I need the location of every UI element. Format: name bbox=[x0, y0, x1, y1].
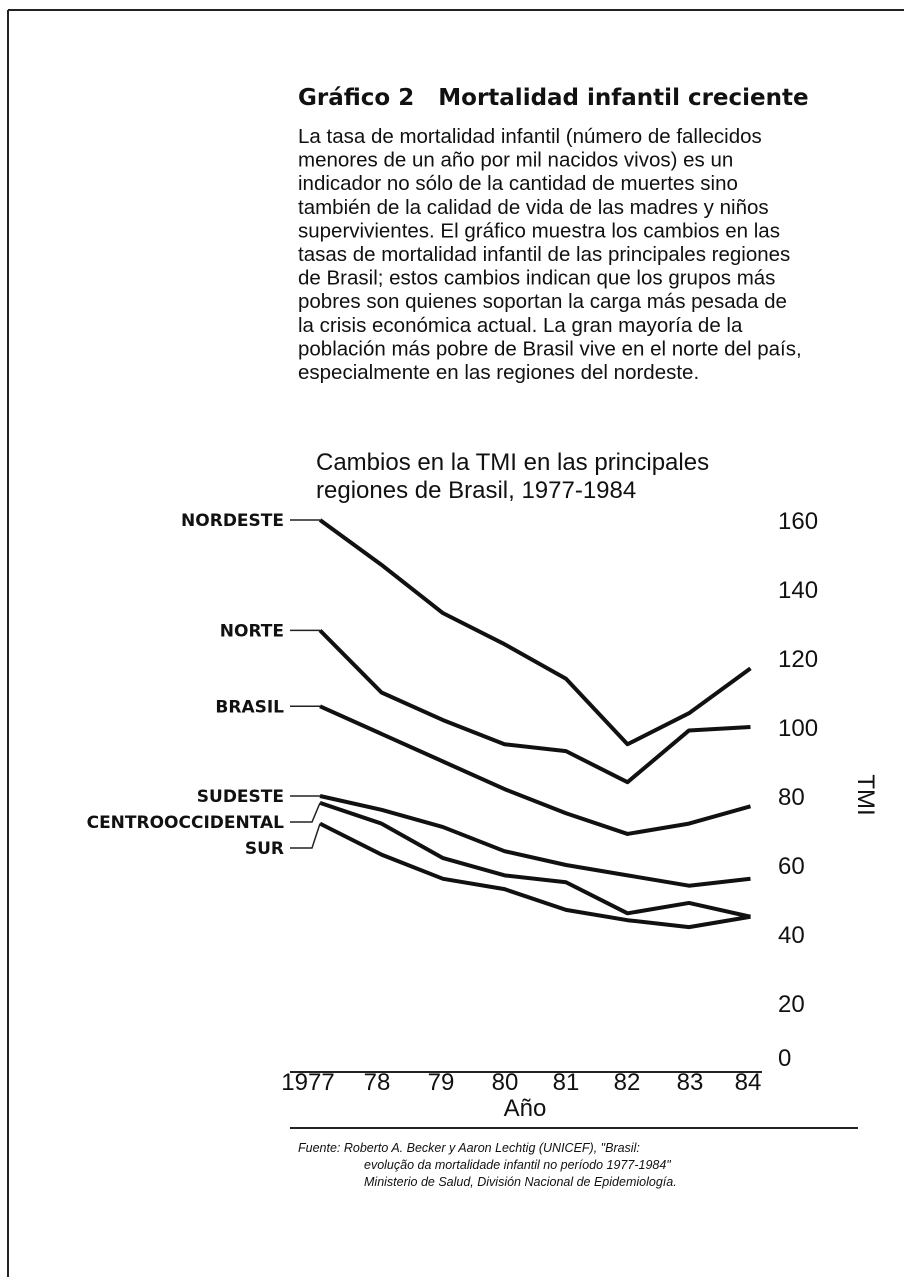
y-tick-label: 160 bbox=[778, 508, 818, 535]
y-tick-label: 20 bbox=[778, 991, 805, 1018]
x-tick-label: 84 bbox=[735, 1069, 762, 1096]
paragraph-line: supervivientes. El gráfico muestra los c… bbox=[298, 219, 780, 242]
series-line bbox=[319, 801, 751, 919]
source-line: evolução da mortalidade infantil no perí… bbox=[364, 1158, 671, 1172]
x-tick-label: 79 bbox=[428, 1069, 455, 1096]
paragraph-line: la crisis económica actual. La gran mayo… bbox=[298, 314, 743, 337]
x-tick-label: 82 bbox=[614, 1069, 641, 1096]
source-line: Fuente: Roberto A. Becker y Aaron Lechti… bbox=[298, 1141, 640, 1155]
series-line bbox=[319, 704, 752, 836]
y-tick-label: 140 bbox=[778, 577, 818, 604]
series-label: NORTE bbox=[220, 621, 284, 641]
series-label: SUR bbox=[245, 839, 284, 859]
paragraph-line: de Brasil; estos cambios indican que los… bbox=[298, 267, 775, 290]
y-axis-label: TMI bbox=[852, 774, 879, 815]
x-tick-label: 83 bbox=[677, 1069, 704, 1096]
y-tick-label: 120 bbox=[778, 646, 818, 673]
paragraph-line: población más pobre de Brasil vive en el… bbox=[298, 337, 802, 360]
x-tick-label: 80 bbox=[492, 1069, 519, 1096]
label-connector bbox=[290, 802, 321, 823]
paragraph-line: pobres son quienes soportan la carga más… bbox=[298, 290, 787, 313]
series-line bbox=[318, 518, 752, 747]
paragraph-line: indicador no sólo de la cantidad de muer… bbox=[298, 172, 738, 195]
paragraph-line: tasas de mortalidad infantil de las prin… bbox=[298, 243, 790, 266]
x-tick-label: 1977 bbox=[281, 1069, 334, 1096]
paragraph-line: también de la calidad de vida de las mad… bbox=[298, 196, 769, 219]
x-axis-label: Año bbox=[504, 1095, 547, 1122]
y-tick-label: 40 bbox=[778, 922, 805, 949]
paragraph-line: menores de un año por mil nacidos vivos)… bbox=[298, 149, 733, 172]
label-connector bbox=[290, 823, 321, 849]
series-label: SUDESTE bbox=[197, 787, 284, 807]
series-label: CENTROOCCIDENTAL bbox=[87, 813, 285, 833]
chart-title: Cambios en la TMI en las principales bbox=[316, 449, 709, 476]
x-tick-label: 81 bbox=[553, 1069, 580, 1096]
series-line bbox=[319, 794, 751, 888]
series-label: BRASIL bbox=[215, 697, 284, 717]
y-tick-label: 80 bbox=[778, 784, 805, 811]
y-tick-label: 60 bbox=[778, 853, 805, 880]
y-tick-label: 0 bbox=[778, 1045, 791, 1072]
series-line bbox=[318, 628, 751, 785]
x-tick-label: 78 bbox=[364, 1069, 391, 1096]
chart-title: regiones de Brasil, 1977-1984 bbox=[316, 477, 636, 504]
paragraph-line: La tasa de mortalidad infantil (número d… bbox=[298, 125, 762, 148]
series-label: NORDESTE bbox=[181, 511, 284, 531]
paragraph-line: especialmente en las regiones del nordes… bbox=[298, 361, 699, 384]
series-line bbox=[319, 821, 751, 930]
y-tick-label: 100 bbox=[778, 715, 818, 742]
source-line: Ministerio de Salud, División Nacional d… bbox=[364, 1175, 677, 1189]
document-title: Gráfico 2 Mortalidad infantil creciente bbox=[298, 85, 809, 111]
